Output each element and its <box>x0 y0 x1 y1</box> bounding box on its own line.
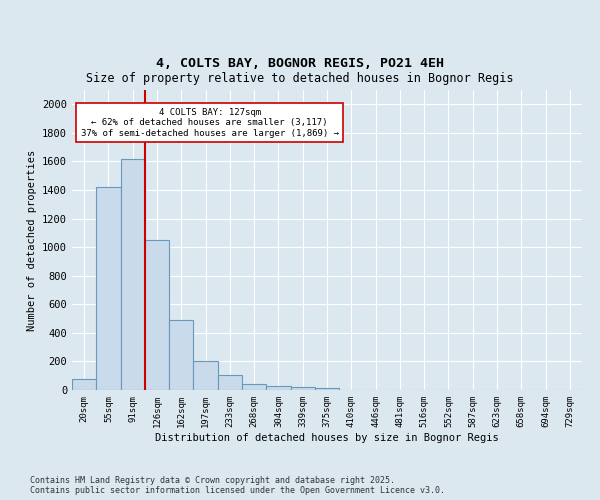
Text: Size of property relative to detached houses in Bognor Regis: Size of property relative to detached ho… <box>86 72 514 85</box>
Bar <box>121 158 145 390</box>
Bar <box>242 384 266 390</box>
Bar <box>266 386 290 390</box>
Bar <box>96 187 121 390</box>
Bar <box>290 387 315 390</box>
Text: 4 COLTS BAY: 127sqm
← 62% of detached houses are smaller (3,117)
37% of semi-det: 4 COLTS BAY: 127sqm ← 62% of detached ho… <box>81 108 339 138</box>
Bar <box>72 378 96 390</box>
Bar <box>218 375 242 390</box>
Text: 4, COLTS BAY, BOGNOR REGIS, PO21 4EH: 4, COLTS BAY, BOGNOR REGIS, PO21 4EH <box>156 57 444 70</box>
Text: Contains HM Land Registry data © Crown copyright and database right 2025.
Contai: Contains HM Land Registry data © Crown c… <box>30 476 445 495</box>
X-axis label: Distribution of detached houses by size in Bognor Regis: Distribution of detached houses by size … <box>155 432 499 442</box>
Bar <box>145 240 169 390</box>
Bar <box>315 388 339 390</box>
Y-axis label: Number of detached properties: Number of detached properties <box>26 150 37 330</box>
Bar <box>169 320 193 390</box>
Bar <box>193 360 218 390</box>
